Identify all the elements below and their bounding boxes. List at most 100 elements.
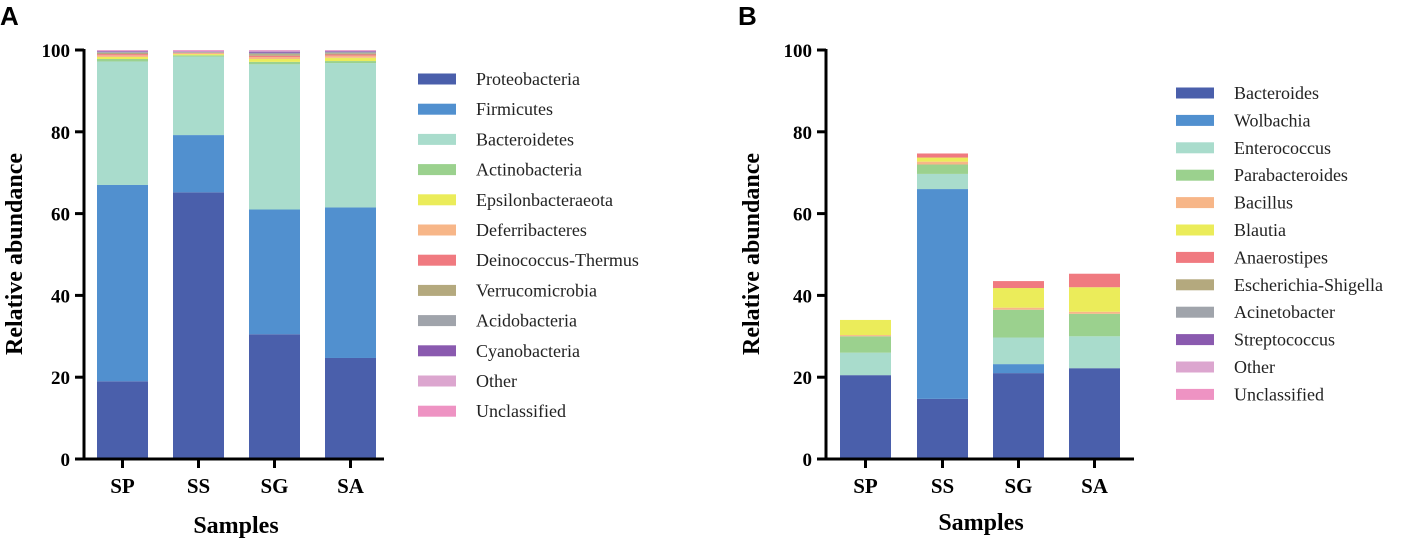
bar-segment-ss-actinobacteria bbox=[173, 55, 224, 57]
bar-segment-ss-bacteroides bbox=[917, 398, 968, 459]
y-tick-label: 20 bbox=[51, 368, 70, 389]
legend-swatch-epsilonbacteraeota bbox=[418, 194, 456, 206]
bar-segment-sp-actinobacteria bbox=[97, 58, 148, 62]
legend-label-acidobacteria: Acidobacteria bbox=[476, 311, 577, 331]
bar-segment-ss-epsilonbacteraeota bbox=[173, 54, 224, 56]
legend-label-enterococcus: Enterococcus bbox=[1234, 138, 1331, 158]
legend-swatch-bacillus bbox=[1176, 197, 1214, 209]
bar-segment-sg-wolbachia bbox=[993, 364, 1044, 374]
legend-label-other: Other bbox=[1234, 357, 1275, 377]
bar-segment-sp-other bbox=[97, 50, 148, 52]
bar-segment-sg-acidobacteria bbox=[249, 52, 300, 55]
legend-swatch-anaerostipes bbox=[1176, 251, 1214, 263]
bar-segment-sa-deinococcus-thermus bbox=[325, 54, 376, 56]
bar-segment-sp-bacteroides bbox=[840, 375, 891, 459]
bar-segment-sp-verrucomicrobia bbox=[97, 52, 148, 55]
panel-b-legend: Bacteroides Wolbachia Enterococcus Parabact… bbox=[1176, 83, 1383, 404]
legend-swatch-bacteroides bbox=[1176, 87, 1214, 99]
panel-a-x-axis-title: Samples bbox=[193, 513, 278, 539]
bar-segment-ss-parabacteroides bbox=[917, 164, 968, 174]
x-tick-label-sa: SA bbox=[1081, 474, 1109, 498]
legend-label-epsilonbacteraeota: Epsilonbacteraeota bbox=[476, 190, 613, 210]
bar-segment-ss-unclassified bbox=[173, 50, 224, 51]
bar-segment-ss-blautia bbox=[917, 157, 968, 162]
bar-segment-ss-proteobacteria bbox=[173, 192, 224, 459]
bar-segment-sa-cyanobacteria bbox=[325, 51, 376, 53]
bar-segment-sp-deferribacteres bbox=[97, 55, 148, 57]
bar-segment-sp-epsilonbacteraeota bbox=[97, 56, 148, 59]
panel-a-label: A bbox=[0, 1, 19, 31]
panel-a-x-ticks: SP SS SG SA bbox=[110, 459, 365, 498]
bar-segment-ss-bacillus bbox=[917, 161, 968, 165]
x-tick-label-sa: SA bbox=[337, 474, 365, 498]
y-tick-label: 60 bbox=[793, 205, 812, 226]
bar-segment-sa-acidobacteria bbox=[325, 52, 376, 54]
legend-swatch-bacteroidetes bbox=[418, 133, 456, 145]
legend-swatch-enterococcus bbox=[1176, 142, 1214, 154]
y-tick-label: 0 bbox=[803, 450, 813, 471]
panel-b-x-ticks: SP SS SG SA bbox=[853, 459, 1109, 498]
legend-swatch-streptococcus bbox=[1176, 334, 1214, 346]
legend-label-deferribacteres: Deferribacteres bbox=[476, 220, 587, 240]
legend-swatch-proteobacteria bbox=[418, 73, 456, 85]
y-tick-label: 80 bbox=[51, 123, 70, 144]
bar-segment-ss-anaerostipes bbox=[917, 153, 968, 158]
bar-segment-sa-anaerostipes bbox=[1069, 273, 1120, 288]
panel-a-bars bbox=[97, 50, 376, 459]
panel-b-label: B bbox=[738, 1, 757, 31]
x-tick-label-sp: SP bbox=[853, 474, 878, 498]
bar-segment-sg-blautia bbox=[993, 288, 1044, 308]
legend-swatch-wolbachia bbox=[1176, 114, 1214, 126]
bar-segment-sg-enterococcus bbox=[993, 337, 1044, 365]
panel-a-legend: Proteobacteria Firmicutes Bacteroidetes Act… bbox=[418, 69, 639, 421]
bar-segment-sp-enterococcus bbox=[840, 352, 891, 376]
bar-segment-sg-other bbox=[249, 50, 300, 52]
y-tick-label: 80 bbox=[793, 123, 812, 144]
legend-label-parabacteroides: Parabacteroides bbox=[1234, 165, 1348, 185]
bar-segment-sg-bacillus bbox=[993, 307, 1044, 310]
bar-segment-sp-firmicutes bbox=[97, 184, 148, 382]
bar-segment-sg-proteobacteria bbox=[249, 334, 300, 459]
bar-segment-sa-verrucomicrobia bbox=[325, 53, 376, 55]
legend-swatch-acidobacteria bbox=[418, 315, 456, 327]
bar-segment-sa-epsilonbacteraeota bbox=[325, 57, 376, 62]
bar-segment-sa-actinobacteria bbox=[325, 61, 376, 64]
bar-segment-sa-enterococcus bbox=[1069, 336, 1120, 369]
legend-label-bacillus: Bacillus bbox=[1234, 193, 1293, 213]
bar-segment-sa-firmicutes bbox=[325, 207, 376, 358]
legend-label-bacteroidetes: Bacteroidetes bbox=[476, 129, 574, 149]
legend-swatch-cyanobacteria bbox=[418, 345, 456, 357]
legend-swatch-deferribacteres bbox=[418, 224, 456, 236]
bar-segment-sg-deinococcus-thermus bbox=[249, 55, 300, 57]
bar-segment-sp-parabacteroides bbox=[840, 336, 891, 353]
bar-segment-sp-proteobacteria bbox=[97, 381, 148, 459]
legend-swatch-deinococcus-thermus bbox=[418, 254, 456, 266]
panel-b-y-axis-title: Relative abundance bbox=[739, 153, 765, 355]
bar-segment-sg-anaerostipes bbox=[993, 281, 1044, 289]
bar-segment-sg-bacteroidetes bbox=[249, 64, 300, 210]
legend-swatch-acinetobacter bbox=[1176, 306, 1214, 318]
bar-segment-sp-bacillus bbox=[840, 335, 891, 337]
legend-label-unclassified: Unclassified bbox=[1234, 384, 1324, 404]
y-tick-label: 0 bbox=[61, 450, 71, 471]
legend-swatch-verrucomicrobia bbox=[418, 284, 456, 296]
y-tick-label: 100 bbox=[784, 41, 813, 62]
legend-swatch-unclassified bbox=[1176, 388, 1214, 400]
bar-segment-sp-deinococcus-thermus bbox=[97, 54, 148, 56]
bar-segment-sa-proteobacteria bbox=[325, 357, 376, 459]
bar-segment-sg-verrucomicrobia bbox=[249, 54, 300, 56]
bar-segment-ss-bacteroidetes bbox=[173, 56, 224, 136]
legend-swatch-unclassified bbox=[418, 405, 456, 417]
panel-b: B Relative abundance Samples 0 20 40 60 80 10… bbox=[738, 1, 1383, 536]
bar-segment-sg-epsilonbacteraeota bbox=[249, 58, 300, 62]
legend-label-firmicutes: Firmicutes bbox=[476, 99, 553, 119]
y-tick-label: 100 bbox=[42, 41, 71, 62]
legend-swatch-other bbox=[1176, 361, 1214, 373]
bar-segment-sg-cyanobacteria bbox=[249, 51, 300, 53]
bar-segment-ss-deferribacteres bbox=[173, 53, 224, 55]
bar-segment-sg-deferribacteres bbox=[249, 56, 300, 59]
x-tick-label-sg: SG bbox=[260, 474, 288, 498]
legend-label-proteobacteria: Proteobacteria bbox=[476, 69, 580, 89]
legend-label-anaerostipes: Anaerostipes bbox=[1234, 247, 1328, 267]
bar-segment-sp-blautia bbox=[840, 319, 891, 336]
